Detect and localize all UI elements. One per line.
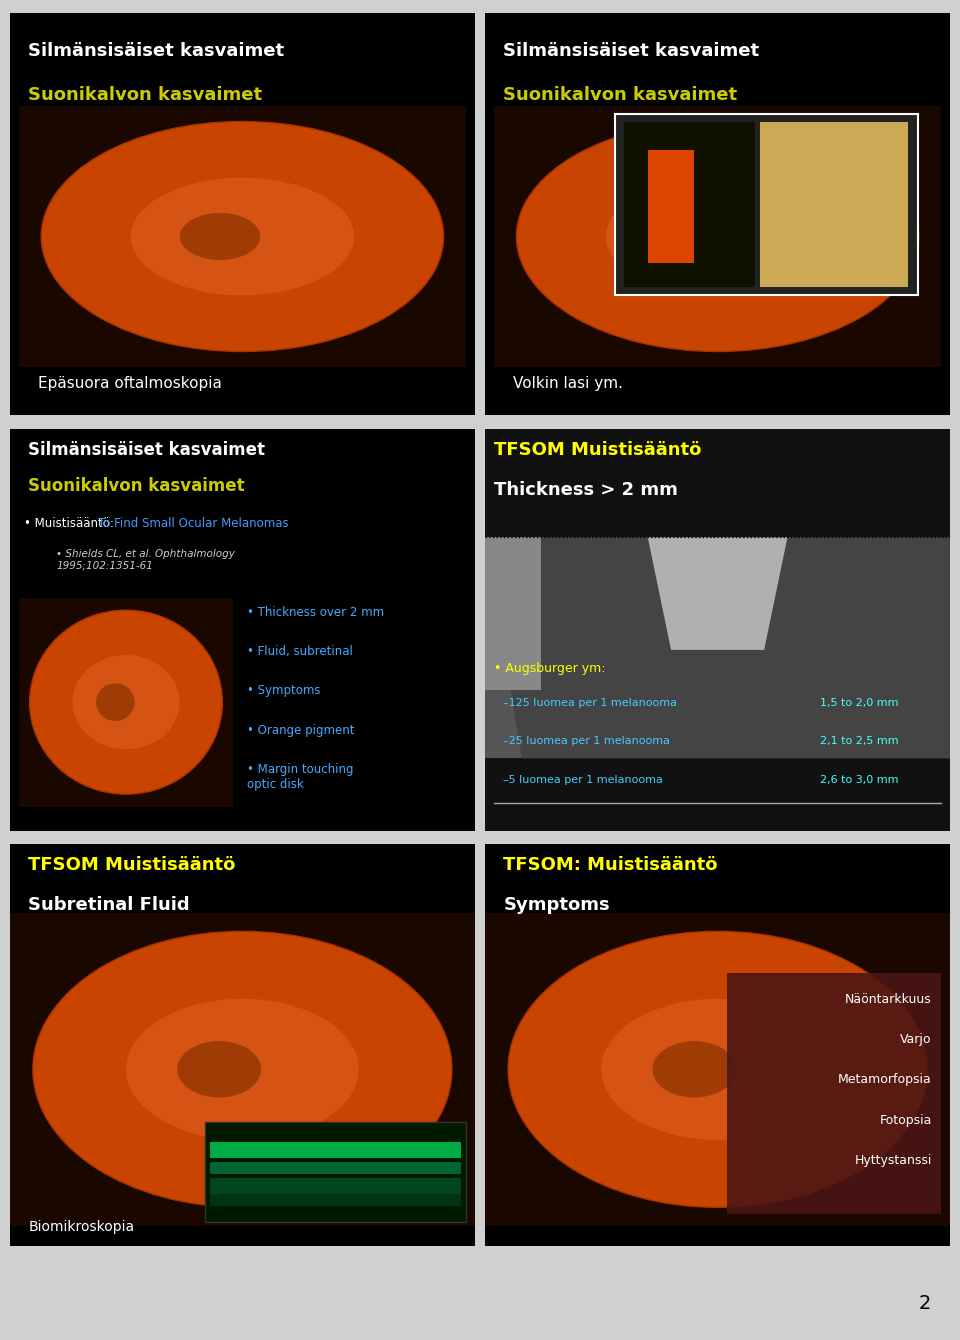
FancyBboxPatch shape [210,1162,461,1174]
Text: Silmänsisäiset kasvaimet: Silmänsisäiset kasvaimet [28,42,284,59]
Ellipse shape [516,122,919,351]
Text: Näöntarkkuus: Näöntarkkuus [845,993,932,1006]
Text: –5 luomea per 1 melanooma: –5 luomea per 1 melanooma [503,775,663,784]
Text: • Thickness over 2 mm: • Thickness over 2 mm [247,606,384,619]
Text: 1,5 to 2,0 mm: 1,5 to 2,0 mm [820,698,899,708]
Text: Suonikalvon kasvaimet: Suonikalvon kasvaimet [28,86,262,103]
Text: 2: 2 [919,1294,931,1313]
Text: Metamorfopsia: Metamorfopsia [838,1073,932,1087]
Ellipse shape [96,683,134,721]
FancyBboxPatch shape [648,150,694,263]
FancyBboxPatch shape [19,106,466,367]
FancyBboxPatch shape [205,1122,466,1222]
Text: –25 luomea per 1 melanooma: –25 luomea per 1 melanooma [503,737,670,746]
FancyBboxPatch shape [485,913,950,1226]
Ellipse shape [131,178,354,295]
FancyBboxPatch shape [759,122,908,287]
Text: TFSOM Muistisääntö: TFSOM Muistisääntö [28,856,235,874]
Polygon shape [485,537,950,758]
FancyBboxPatch shape [485,537,950,758]
Text: Suonikalvon kasvaimet: Suonikalvon kasvaimet [28,477,245,494]
Ellipse shape [508,931,927,1207]
Text: Silmänsisäiset kasvaimet: Silmänsisäiset kasvaimet [28,441,265,458]
Text: Symptoms: Symptoms [503,896,610,914]
Ellipse shape [178,1041,261,1097]
Text: • Shields CL, et al. Ophthalmology
1995;102:1351-61: • Shields CL, et al. Ophthalmology 1995;… [56,549,235,571]
Ellipse shape [655,213,735,260]
Text: Silmänsisäiset kasvaimet: Silmänsisäiset kasvaimet [503,42,759,59]
Text: Fotopsia: Fotopsia [879,1114,932,1127]
FancyBboxPatch shape [210,1178,461,1194]
Text: • Margin touching
optic disk: • Margin touching optic disk [247,764,353,791]
Text: • Augsburger ym:: • Augsburger ym: [494,662,606,675]
Ellipse shape [33,931,452,1207]
Ellipse shape [126,998,359,1140]
Text: Varjo: Varjo [900,1033,932,1047]
Ellipse shape [41,122,444,351]
Text: Volkin lasi ym.: Volkin lasi ym. [513,377,623,391]
Text: Thickness > 2 mm: Thickness > 2 mm [494,481,678,498]
Text: Biomikroskopia: Biomikroskopia [28,1221,134,1234]
FancyBboxPatch shape [624,122,755,287]
Text: –125 luomea per 1 melanooma: –125 luomea per 1 melanooma [503,698,678,708]
FancyBboxPatch shape [485,537,540,690]
FancyBboxPatch shape [727,973,941,1214]
Text: Subretinal Fluid: Subretinal Fluid [28,896,190,914]
Polygon shape [648,537,787,650]
Ellipse shape [72,655,180,749]
Text: 2,1 to 2,5 mm: 2,1 to 2,5 mm [820,737,899,746]
Ellipse shape [606,178,829,295]
Text: Hyttystanssi: Hyttystanssi [854,1154,932,1167]
FancyBboxPatch shape [10,913,475,1226]
Text: Suonikalvon kasvaimet: Suonikalvon kasvaimet [503,86,737,103]
Text: Epäsuora oftalmoskopia: Epäsuora oftalmoskopia [37,377,222,391]
Text: To Find Small Ocular Melanomas: To Find Small Ocular Melanomas [98,517,289,531]
FancyBboxPatch shape [494,106,941,367]
FancyBboxPatch shape [19,598,233,807]
Text: TFSOM: Muistisääntö: TFSOM: Muistisääntö [503,856,718,874]
Text: 2,6 to 3,0 mm: 2,6 to 3,0 mm [820,775,899,784]
Ellipse shape [180,213,260,260]
Ellipse shape [601,998,834,1140]
Text: • Muistisääntö:: • Muistisääntö: [24,517,117,531]
Text: • Orange pigment: • Orange pigment [247,724,354,737]
Text: TFSOM Muistisääntö: TFSOM Muistisääntö [494,441,702,458]
FancyBboxPatch shape [210,1142,461,1158]
Ellipse shape [653,1041,736,1097]
FancyBboxPatch shape [210,1194,461,1206]
Text: • Fluid, subretinal: • Fluid, subretinal [247,645,353,658]
Ellipse shape [30,610,223,795]
Text: • Symptoms: • Symptoms [247,685,321,698]
FancyBboxPatch shape [615,114,918,295]
